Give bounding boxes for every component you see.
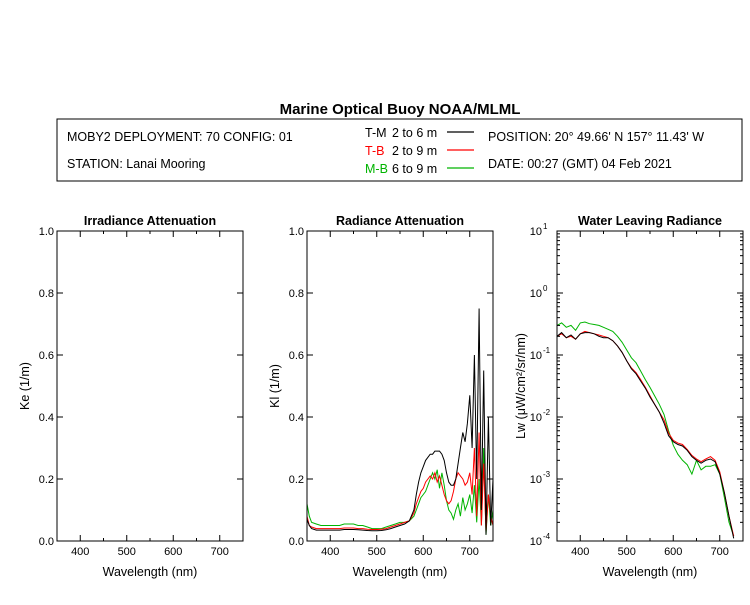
station-text: STATION: Lanai Mooring <box>67 157 206 171</box>
y-tick-label: 1.0 <box>39 226 54 238</box>
y-tick-label: 10 <box>530 412 542 424</box>
y-tick-label: 0.4 <box>39 412 54 424</box>
info-box <box>56 118 743 182</box>
radiance-attenuation-panel: Radiance Attenuation 400 500 600 700 Waveleng… <box>268 214 494 579</box>
y-tick-label: 1.0 <box>289 226 304 238</box>
y-tick-label: 10 <box>530 350 542 362</box>
panel-title: Irradiance Attenuation <box>84 214 216 228</box>
y-tick-exponent: 1 <box>543 222 548 231</box>
y-tick-label: 0.2 <box>39 474 54 486</box>
y-tick-exponent: -1 <box>543 346 551 355</box>
series-group <box>557 321 735 539</box>
y-tick-label: 0.6 <box>39 350 54 362</box>
deployment-text: MOBY2 DEPLOYMENT: 70 CONFIG: 01 <box>67 130 293 144</box>
x-tick-label: 500 <box>118 546 136 558</box>
y-tick-label: 10 <box>530 288 542 300</box>
plot-frame <box>556 230 744 542</box>
irradiance-attenuation-panel: Irradiance Attenuation 400 500 600 700 Wavele… <box>18 214 244 579</box>
y-tick-label: 0.0 <box>289 536 304 548</box>
x-tick-label: 600 <box>664 546 682 558</box>
y-tick-label: 0.6 <box>289 350 304 362</box>
date-text: DATE: 00:27 (GMT) 04 Feb 2021 <box>488 157 672 171</box>
series-line-t-m <box>307 308 493 535</box>
plot-frame <box>306 230 494 542</box>
legend-code-t-m: T-M <box>365 126 387 140</box>
x-tick-label: 700 <box>211 546 229 558</box>
y-tick-label: 10 <box>530 226 542 238</box>
x-tick-label: 500 <box>368 546 386 558</box>
legend-entry-m-b: M-B 6 to 9 m <box>365 162 474 176</box>
y-axis-label: Lw (μW/cm²/sr/nm) <box>514 333 528 439</box>
x-tick-label: 400 <box>71 546 89 558</box>
y-tick-label: 0.8 <box>39 288 54 300</box>
x-tick-label: 600 <box>164 546 182 558</box>
legend-range-m-b: 6 to 9 m <box>392 162 437 176</box>
x-axis-label: Wavelength (nm) <box>103 565 198 579</box>
figure-title: Marine Optical Buoy NOAA/MLML <box>280 101 521 118</box>
legend-code-m-b: M-B <box>365 162 388 176</box>
series-group <box>307 308 493 535</box>
legend-range-t-b: 2 to 9 m <box>392 144 437 158</box>
y-tick-exponent: 0 <box>543 284 548 293</box>
y-tick-exponent: -3 <box>543 470 551 479</box>
series-line-t-m <box>557 331 735 539</box>
x-tick-label: 700 <box>461 546 479 558</box>
y-tick-exponent: -2 <box>543 408 551 417</box>
legend-code-t-b: T-B <box>365 144 384 158</box>
x-tick-label: 400 <box>321 546 339 558</box>
legend-range-t-m: 2 to 6 m <box>392 126 437 140</box>
series-line-t-b <box>557 330 735 537</box>
water-leaving-radiance-panel: Water Leaving Radiance 400 500 600 700 Wavele… <box>514 214 744 579</box>
x-tick-label: 600 <box>414 546 432 558</box>
x-tick-label: 400 <box>571 546 589 558</box>
plot-frame <box>56 230 244 542</box>
x-axis-label: Wavelength (nm) <box>603 565 698 579</box>
y-axis-label: Kl (1/m) <box>268 364 282 408</box>
y-axis-label: Ke (1/m) <box>18 362 32 410</box>
y-tick-label: 10 <box>530 474 542 486</box>
panel-title: Radiance Attenuation <box>336 214 464 228</box>
y-tick-label: 0.8 <box>289 288 304 300</box>
x-tick-label: 500 <box>618 546 636 558</box>
y-tick-label: 10 <box>530 536 542 548</box>
panel-title: Water Leaving Radiance <box>578 214 722 228</box>
series-line-t-b <box>307 432 493 532</box>
x-tick-label: 700 <box>711 546 729 558</box>
y-tick-label: 0.0 <box>39 536 54 548</box>
depth-legend: T-M 2 to 6 m T-B 2 to 9 m M-B 6 to 9 m <box>365 126 474 176</box>
series-line-m-b <box>557 321 735 537</box>
legend-entry-t-m: T-M 2 to 6 m <box>365 126 474 140</box>
x-axis-label: Wavelength (nm) <box>353 565 448 579</box>
position-text: POSITION: 20° 49.66' N 157° 11.43' W <box>488 130 704 144</box>
y-tick-exponent: -4 <box>543 532 551 541</box>
legend-entry-t-b: T-B 2 to 9 m <box>365 144 474 158</box>
series-line-m-b <box>307 447 493 535</box>
y-tick-label: 0.4 <box>289 412 304 424</box>
y-tick-label: 0.2 <box>289 474 304 486</box>
